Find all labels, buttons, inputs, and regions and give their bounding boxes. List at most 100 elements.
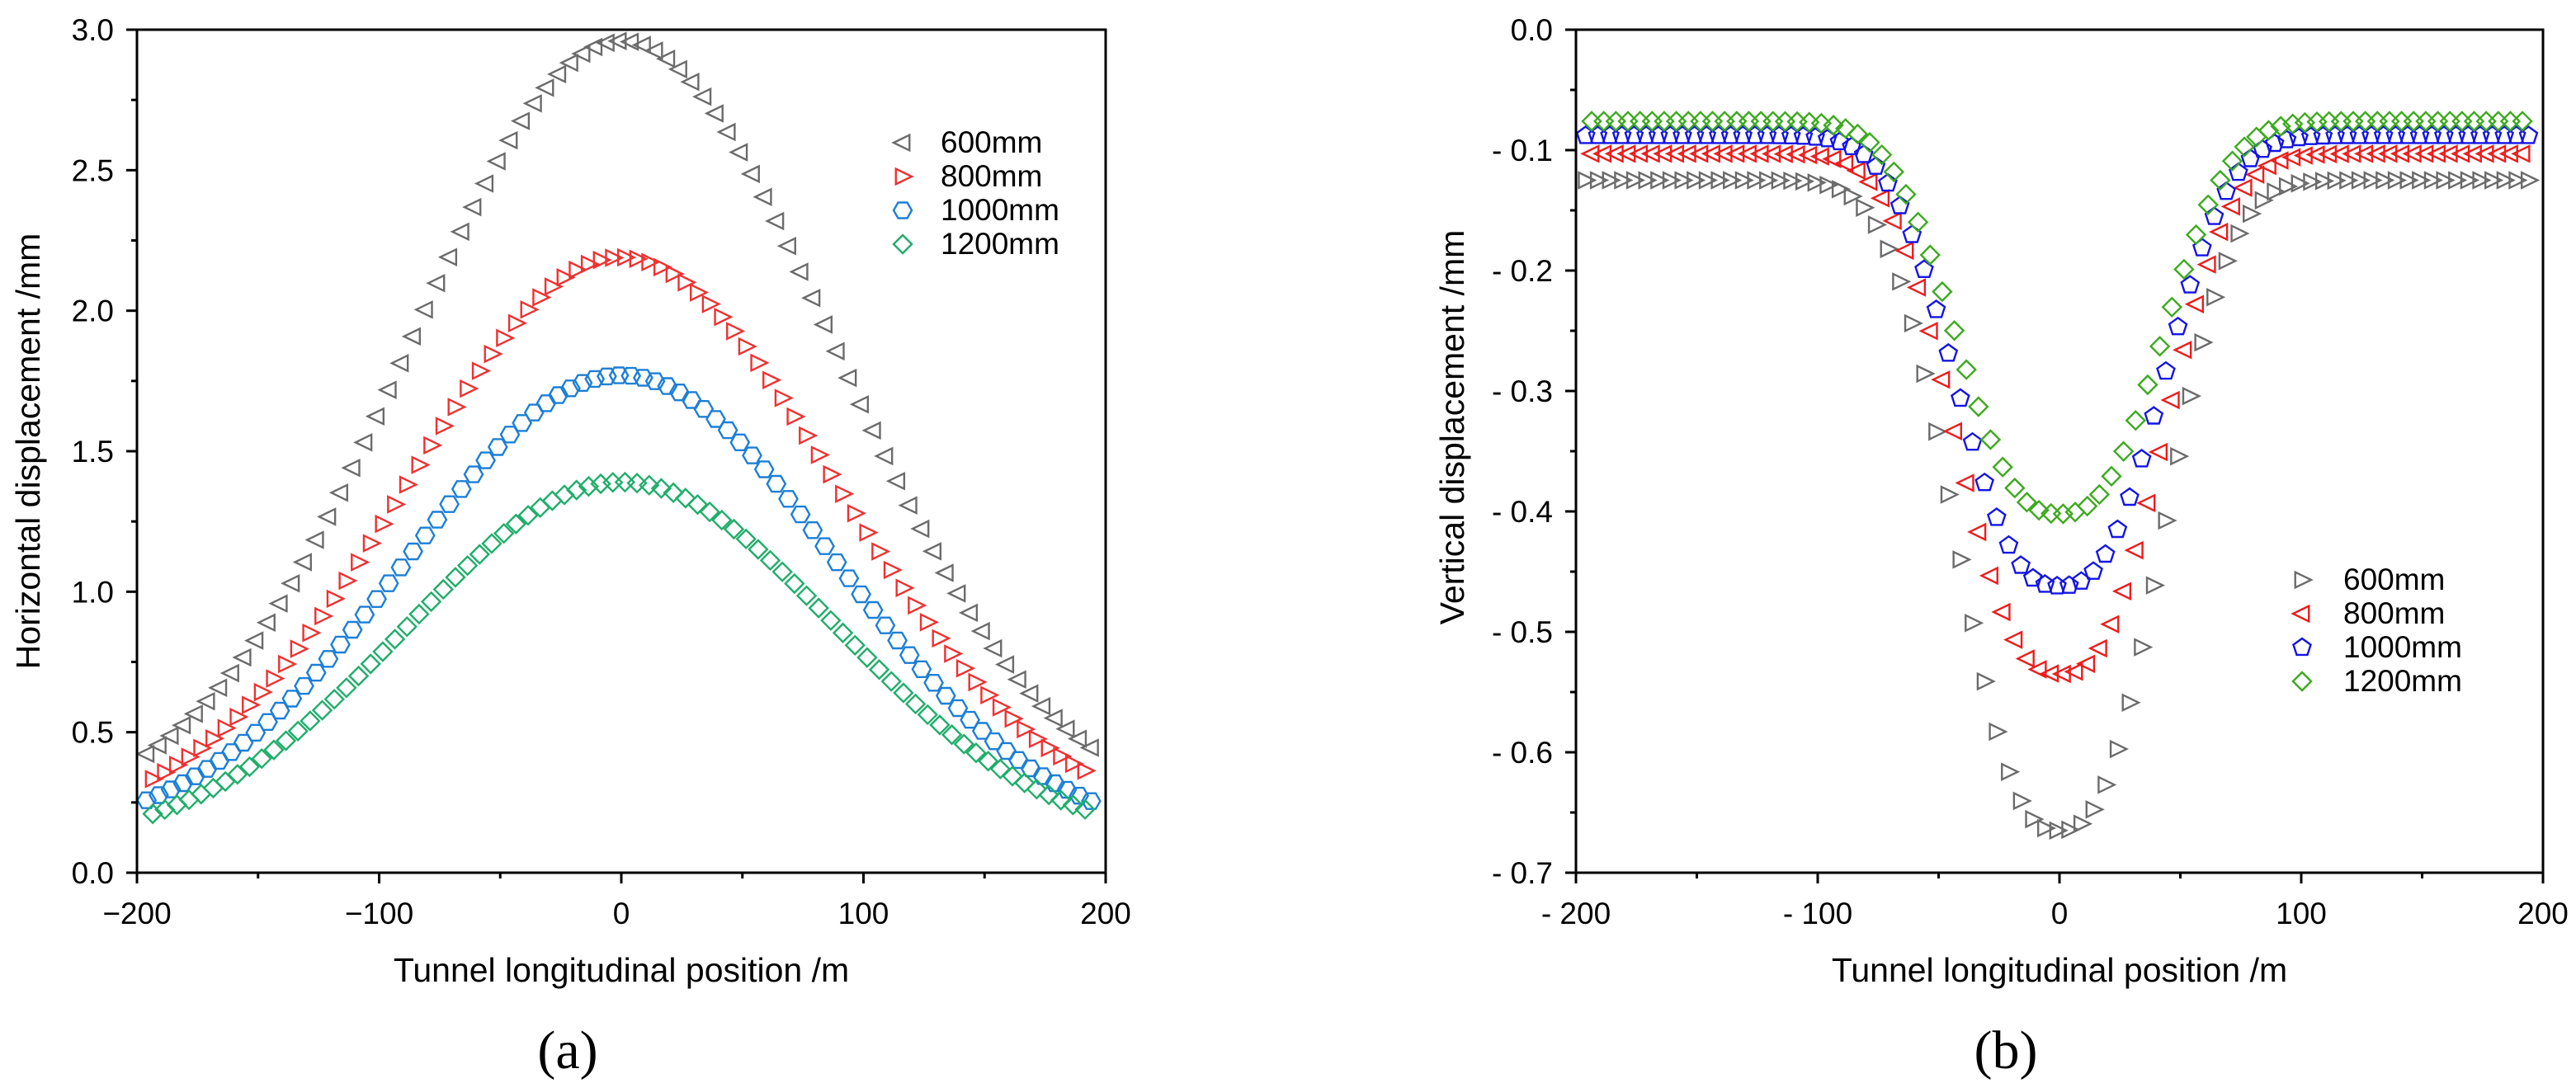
chart-b-point (2433, 125, 2454, 144)
chart-b-point (1673, 125, 1692, 144)
chart-b-point (1819, 175, 1839, 195)
chart-a-point (992, 698, 1012, 717)
chart-b-point (1708, 125, 1729, 144)
chart-a-series-600mm (134, 31, 1099, 764)
chart-b-point (2446, 125, 2466, 144)
chart-a-point (771, 561, 793, 582)
chart-a-point (475, 451, 496, 469)
chart-a-point (735, 528, 757, 550)
chart-a-point (953, 733, 974, 755)
chart-b-point (2438, 144, 2458, 163)
chart-a-point (387, 495, 407, 514)
chart-a-point (802, 521, 823, 539)
chart-a-point (196, 691, 215, 711)
chart-b-point (2040, 664, 2059, 683)
chart-a-point (159, 726, 179, 746)
chart-b-point (2267, 182, 2286, 201)
chart-b-point (2506, 125, 2526, 144)
chart-b-point (2342, 144, 2361, 163)
chart-a-point (605, 248, 625, 267)
panel-label-a: (a) (537, 1020, 597, 1081)
chart-a-point (675, 487, 696, 509)
chart-b-ytick-label: - 0.7 (1492, 856, 1553, 890)
chart-b-point (1698, 171, 1718, 190)
chart-b-legend-marker-1000mm (2292, 637, 2312, 657)
chart-a-point (208, 678, 228, 698)
chart-a-point (456, 554, 479, 577)
chart-a-point (883, 560, 903, 580)
chart-b-point (2168, 316, 2188, 336)
chart-a-point (922, 542, 942, 561)
chart-b-point (2148, 442, 2168, 462)
chart-a-point (168, 756, 189, 775)
chart-a-point (619, 32, 639, 51)
chart-a-point (861, 421, 881, 440)
chart-a-point (885, 471, 906, 491)
chart-b-point (2158, 511, 2177, 530)
chart-b-point (1674, 171, 1694, 190)
chart-b-point (1701, 144, 1720, 163)
chart-b-point (2095, 544, 2116, 563)
chart-b-point (1902, 224, 1923, 243)
chart-b-point (1965, 614, 1984, 633)
chart-a-point (157, 762, 177, 782)
chart-a-point (716, 122, 736, 142)
chart-a-point (1053, 747, 1073, 766)
chart-a-point (680, 73, 700, 92)
chart-a-point (677, 273, 697, 292)
chart-b-point (1952, 550, 1972, 569)
chart-b-point (2233, 178, 2253, 197)
chart-a-point (789, 262, 809, 281)
chart-a-point (426, 274, 446, 293)
chart-b-point (2234, 136, 2255, 158)
chart-a-point (994, 655, 1015, 674)
chart-a-point (142, 803, 163, 825)
chart-a-point (786, 407, 806, 426)
chart-b-point (2498, 144, 2518, 163)
chart-a-point (251, 747, 272, 770)
chart-b-point (2245, 165, 2265, 184)
chart-b-point (1968, 396, 1989, 417)
chart-a-point (302, 623, 322, 643)
chart-b-xtick-label: 200 (2517, 897, 2569, 930)
chart-a-point (699, 501, 720, 523)
chart-b-point (1976, 671, 1996, 691)
chart-a-point (1028, 729, 1049, 749)
chart-b-point (2313, 125, 2333, 145)
chart-b-point (1687, 171, 1706, 190)
chart-a-point (620, 366, 642, 385)
chart-b-point (1998, 535, 2019, 554)
chart-b-point (2036, 818, 2057, 838)
chart-b-point (1604, 144, 1624, 163)
chart-a-point (294, 676, 314, 695)
chart-a-point (411, 455, 431, 474)
chart-b-point (1757, 125, 1777, 144)
chart-a-point (535, 394, 557, 412)
chart-b-point (1664, 144, 1685, 163)
chart-b-point (1769, 125, 1790, 144)
chart-a-point (608, 366, 630, 384)
chart-a-point (281, 573, 300, 593)
chart-b-point (2210, 169, 2231, 191)
chart-b-point (2317, 144, 2338, 164)
chart-b-point (2378, 144, 2398, 163)
chart-b-point (1677, 144, 1696, 163)
chart-b-point (2136, 493, 2156, 513)
chart-a-point (144, 770, 164, 789)
chart-b-ytick-label: - 0.6 (1492, 736, 1553, 770)
chart-a-point (413, 300, 433, 319)
chart-a-ylabel: Horizontal displacement /mm (9, 233, 47, 670)
chart-a-point (242, 695, 262, 714)
chart-b-point (1733, 125, 1753, 144)
chart-b-point (1807, 173, 1827, 192)
chart-a-point (191, 784, 212, 805)
chart-a-point (1077, 761, 1097, 780)
chart-a-point (484, 344, 503, 364)
chart-a-point (1055, 719, 1075, 738)
chart-b-point (2520, 171, 2541, 190)
chart-b-point (2221, 150, 2243, 172)
chart-a-point (227, 764, 248, 785)
chart-b-point (1907, 211, 1929, 233)
chart-a-point (650, 478, 672, 499)
